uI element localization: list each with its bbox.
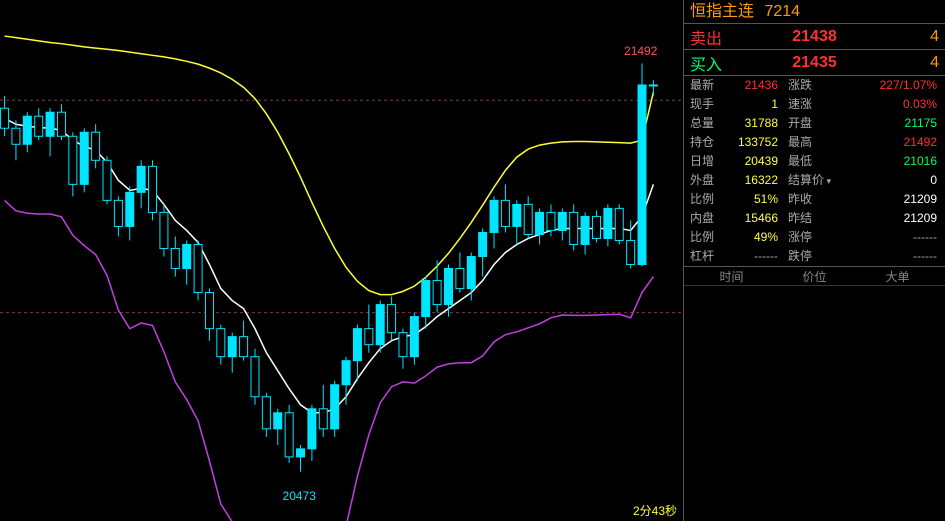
tape-header: 时间 价位 大单 [684, 266, 945, 286]
bid-row[interactable]: 买入 21435 4 [684, 50, 945, 76]
stat-label: 速涨 [782, 95, 830, 114]
stat-label: 最新 [684, 76, 722, 95]
stat-label: 总量 [684, 114, 722, 133]
instrument-name: 恒指主连 [690, 3, 754, 20]
ask-label: 卖出 [690, 25, 730, 49]
stat-label: 昨结 [782, 209, 830, 228]
stat-label: 涨停 [782, 228, 830, 247]
stat-label: 结算价 ▾ [782, 171, 830, 190]
tape-col-big: 大单 [856, 267, 939, 285]
quote-stats-grid: 最新21436涨跌227/1.07% 现手1速涨0.03% 总量31788开盘211… [684, 76, 945, 266]
stat-value: 0.03% [830, 95, 945, 114]
stat-label: 持仓 [684, 133, 722, 152]
instrument-title: 恒指主连 7214 [684, 0, 945, 24]
stat-value: 21016 [830, 152, 945, 171]
stat-label: 涨跌 [782, 76, 830, 95]
stat-value: 21175 [830, 114, 945, 133]
stat-label: 外盘 [684, 171, 722, 190]
tape-col-time: 时间 [690, 267, 773, 285]
stat-value: ------ [830, 228, 945, 247]
candlestick-chart[interactable]: 21492 20473 2分43秒 [0, 0, 683, 521]
stat-label: 比例 [684, 228, 722, 247]
stat-label: 日增 [684, 152, 722, 171]
bid-price: 21435 [730, 54, 899, 72]
stat-label: 开盘 [782, 114, 830, 133]
ask-qty: 4 [899, 28, 939, 46]
stat-value: 16322 [722, 171, 782, 190]
ask-row[interactable]: 卖出 21438 4 [684, 24, 945, 50]
stat-label: 最高 [782, 133, 830, 152]
stat-value: 21492 [830, 133, 945, 152]
stat-value: 0 [830, 171, 945, 190]
stat-value: 15466 [722, 209, 782, 228]
stat-value: 21209 [830, 190, 945, 209]
stat-value: ------ [722, 247, 782, 266]
stat-value: 133752 [722, 133, 782, 152]
stat-label: 比例 [684, 190, 722, 209]
stat-value: 51% [722, 190, 782, 209]
bid-label: 买入 [690, 51, 730, 75]
stat-value: 20439 [722, 152, 782, 171]
stat-value: 1 [722, 95, 782, 114]
stat-label: 昨收 [782, 190, 830, 209]
stat-label: 最低 [782, 152, 830, 171]
stat-label: 杠杆 [684, 247, 722, 266]
stat-label: 内盘 [684, 209, 722, 228]
stat-value: ------ [830, 247, 945, 266]
stat-label: 跌停 [782, 247, 830, 266]
stat-value: 21209 [830, 209, 945, 228]
tape-col-price: 价位 [773, 267, 856, 285]
bid-qty: 4 [899, 54, 939, 72]
stat-value: 227/1.07% [830, 76, 945, 95]
stat-value: 21436 [722, 76, 782, 95]
stat-label: 现手 [684, 95, 722, 114]
ask-price: 21438 [730, 28, 899, 46]
quote-panel: 恒指主连 7214 卖出 21438 4 买入 21435 4 最新21436涨… [683, 0, 945, 521]
stat-value: 31788 [722, 114, 782, 133]
instrument-code: 7214 [764, 3, 800, 20]
stat-value: 49% [722, 228, 782, 247]
